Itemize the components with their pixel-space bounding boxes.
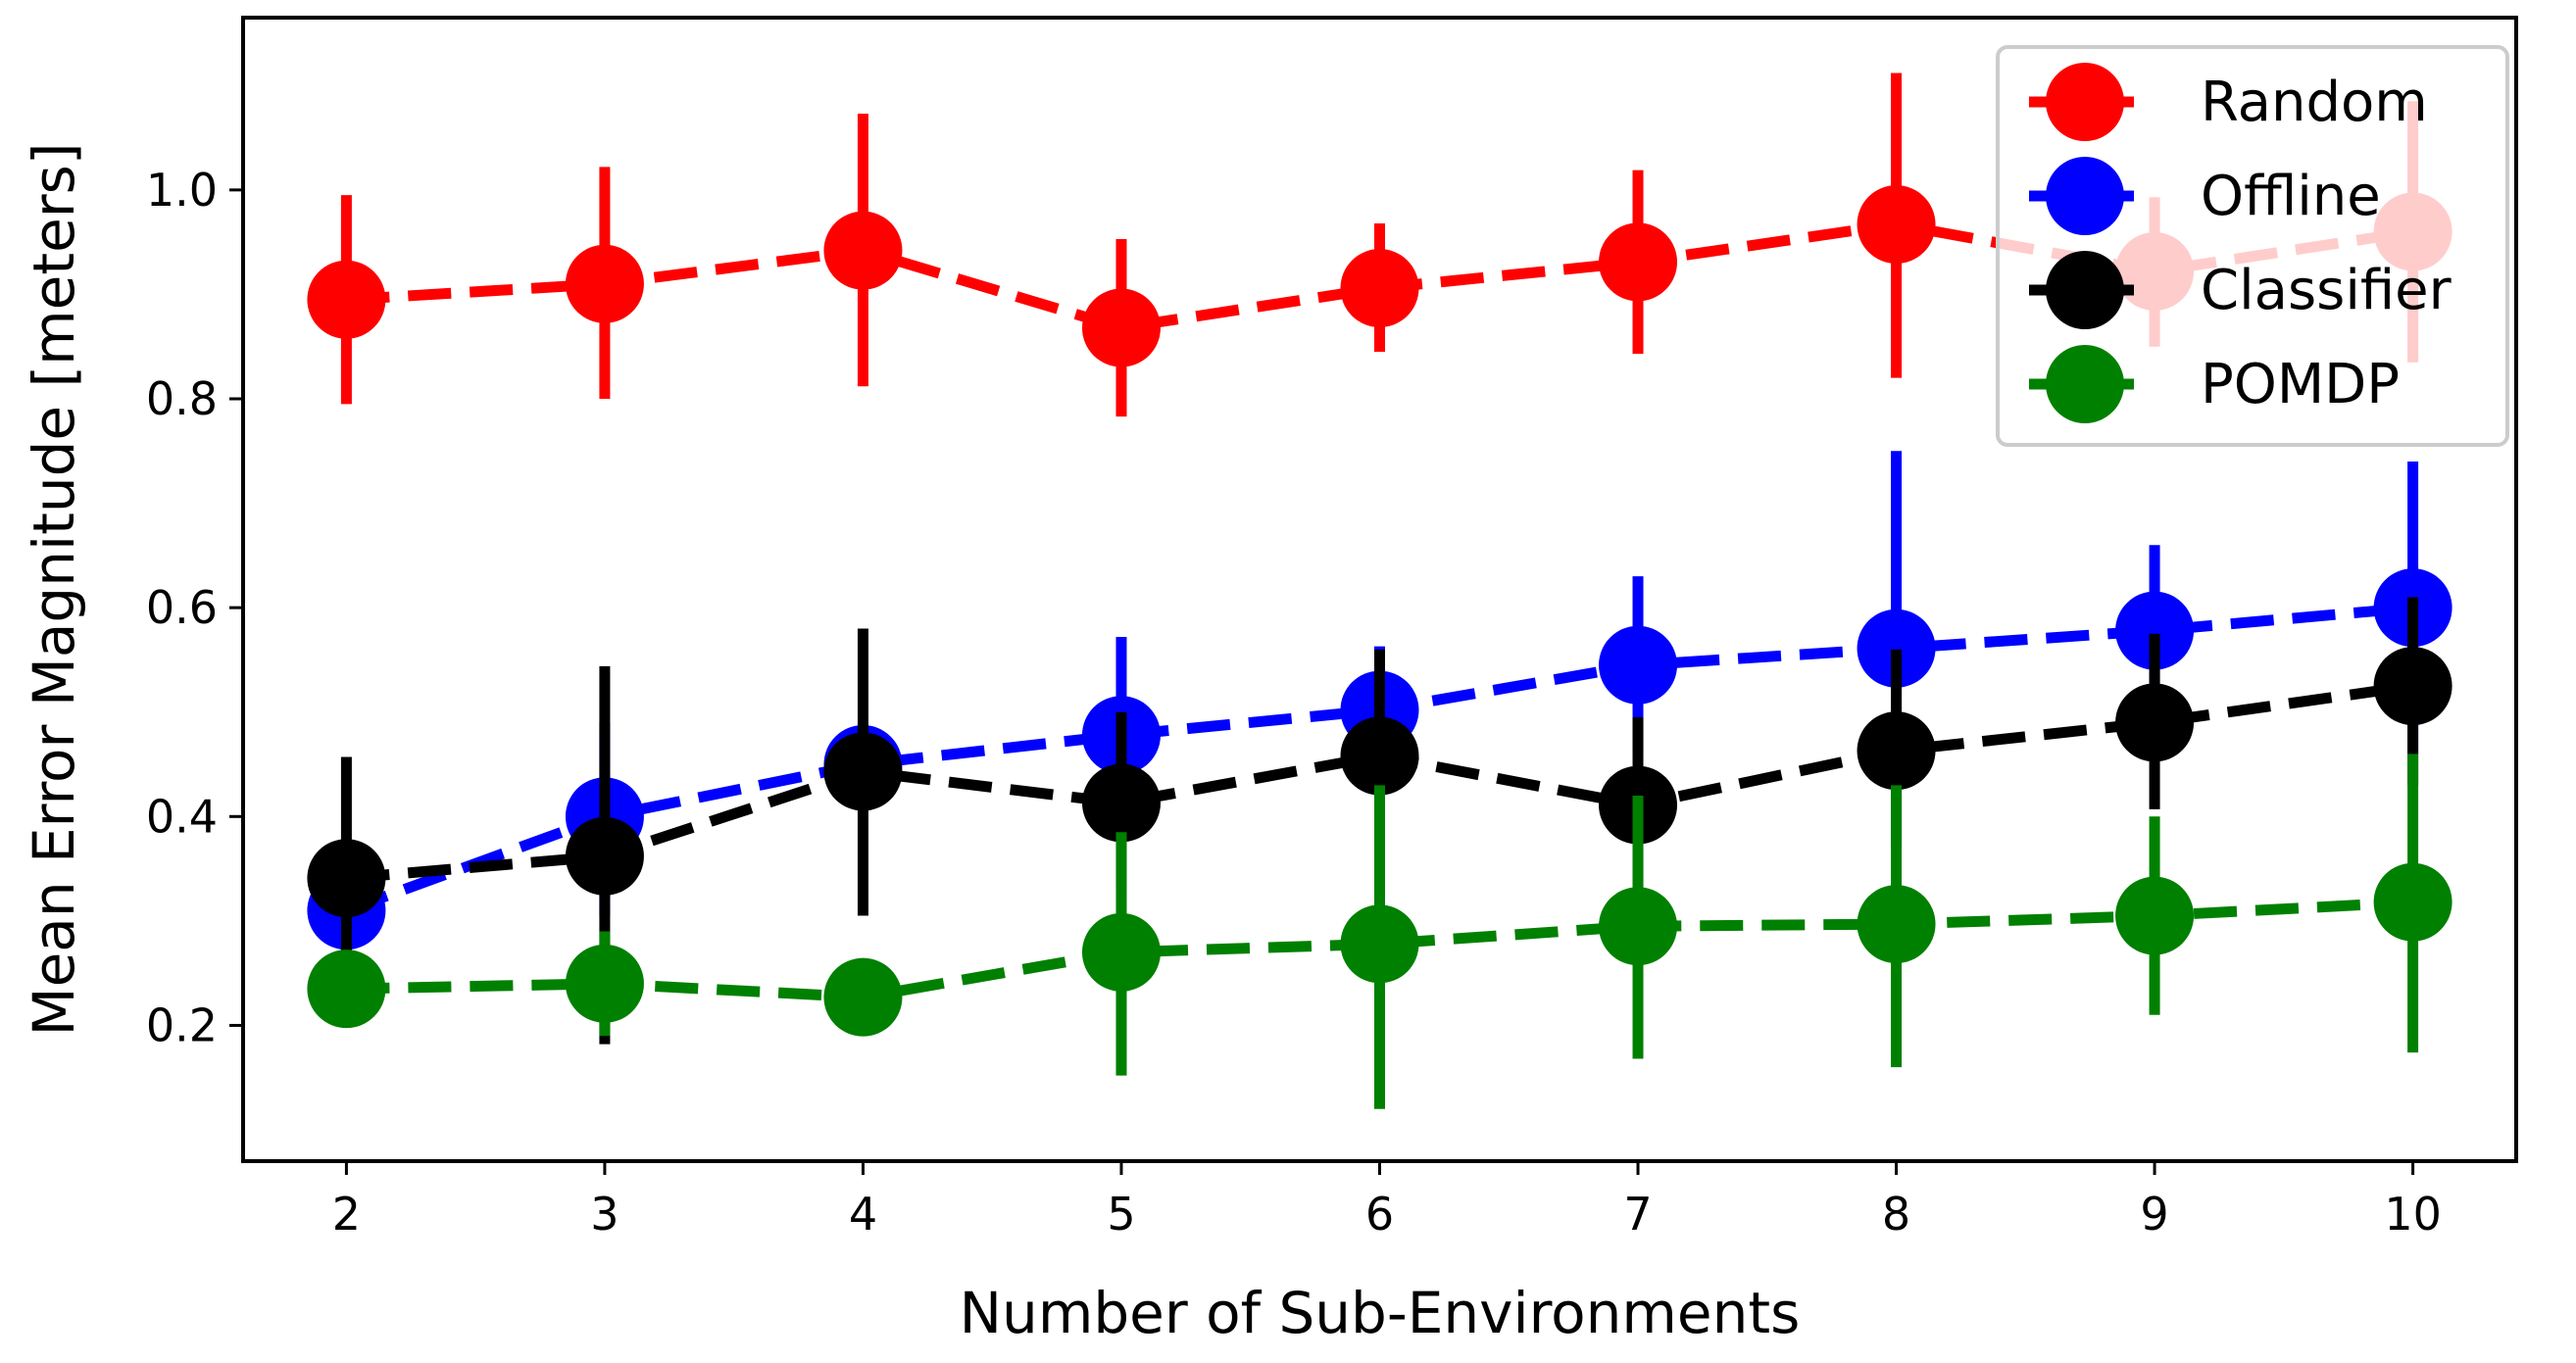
series-line-pomdp	[346, 897, 2413, 1003]
data-point-pomdp	[2115, 876, 2195, 955]
legend-marker-classifier	[2046, 251, 2124, 329]
data-point-classifier	[565, 816, 644, 896]
y-axis: 0.2 0.4 0.6 0.8 1.0	[146, 164, 243, 1051]
legend-label-pomdp: POMDP	[2201, 353, 2400, 416]
legend-marker-pomdp	[2046, 345, 2124, 423]
x-tick-label: 3	[590, 1188, 619, 1241]
legend-label-offline: Offline	[2201, 165, 2381, 228]
x-tick-label: 6	[1365, 1188, 1394, 1241]
y-tick-label: 0.4	[146, 790, 218, 843]
data-point-random	[565, 244, 644, 323]
data-point-classifier	[1081, 763, 1161, 843]
data-point-random	[1081, 288, 1161, 367]
y-tick-label: 0.6	[146, 581, 218, 634]
data-point-pomdp	[1857, 885, 1936, 964]
data-point-classifier	[307, 839, 386, 918]
data-point-offline	[2115, 591, 2195, 670]
data-point-random	[1599, 222, 1678, 302]
data-point-random	[1340, 249, 1419, 328]
legend-marker-random	[2046, 63, 2124, 141]
x-tick-label: 9	[2140, 1188, 2168, 1241]
x-tick-label: 7	[1623, 1188, 1652, 1241]
y-tick-label: 0.2	[146, 998, 218, 1051]
legend: Random Offline Classifier POMDP	[1996, 45, 2509, 447]
data-point-offline	[1857, 608, 1936, 688]
y-axis-label: Mean Error Magnitude [meters]	[21, 143, 87, 1037]
x-tick-label: 8	[1882, 1188, 1910, 1241]
x-axis-label: Number of Sub-Environments	[960, 1280, 1801, 1346]
data-point-random	[1857, 185, 1936, 265]
legend-marker-offline	[2046, 157, 2124, 235]
data-point-classifier	[1340, 716, 1419, 796]
legend-label-random: Random	[2201, 71, 2428, 134]
legend-label-classifier: Classifier	[2201, 259, 2452, 322]
data-point-random	[307, 260, 386, 339]
data-point-pomdp	[1599, 887, 1678, 966]
data-point-pomdp	[823, 957, 903, 1037]
data-point-classifier	[2373, 647, 2452, 726]
data-point-pomdp	[565, 944, 644, 1023]
x-tick-label: 4	[849, 1188, 877, 1241]
y-tick-label: 1.0	[146, 164, 218, 217]
data-point-classifier	[2115, 683, 2195, 762]
legend-box	[1996, 45, 2509, 447]
x-tick-label: 2	[332, 1188, 361, 1241]
data-point-classifier	[823, 732, 903, 811]
x-tick-label: 10	[2384, 1188, 2442, 1241]
data-point-pomdp	[1081, 912, 1161, 992]
data-point-random	[823, 211, 903, 290]
data-point-pomdp	[307, 949, 386, 1029]
data-point-offline	[1599, 625, 1678, 705]
data-point-pomdp	[1340, 904, 1419, 984]
series-pomdp	[307, 754, 2452, 1109]
data-point-pomdp	[2373, 862, 2452, 942]
y-tick-label: 0.8	[146, 372, 218, 425]
x-tick-label: 5	[1107, 1188, 1135, 1241]
x-axis: 2 3 4 5 6 7 8 9 10	[332, 1161, 2442, 1241]
data-point-classifier	[1857, 711, 1936, 791]
